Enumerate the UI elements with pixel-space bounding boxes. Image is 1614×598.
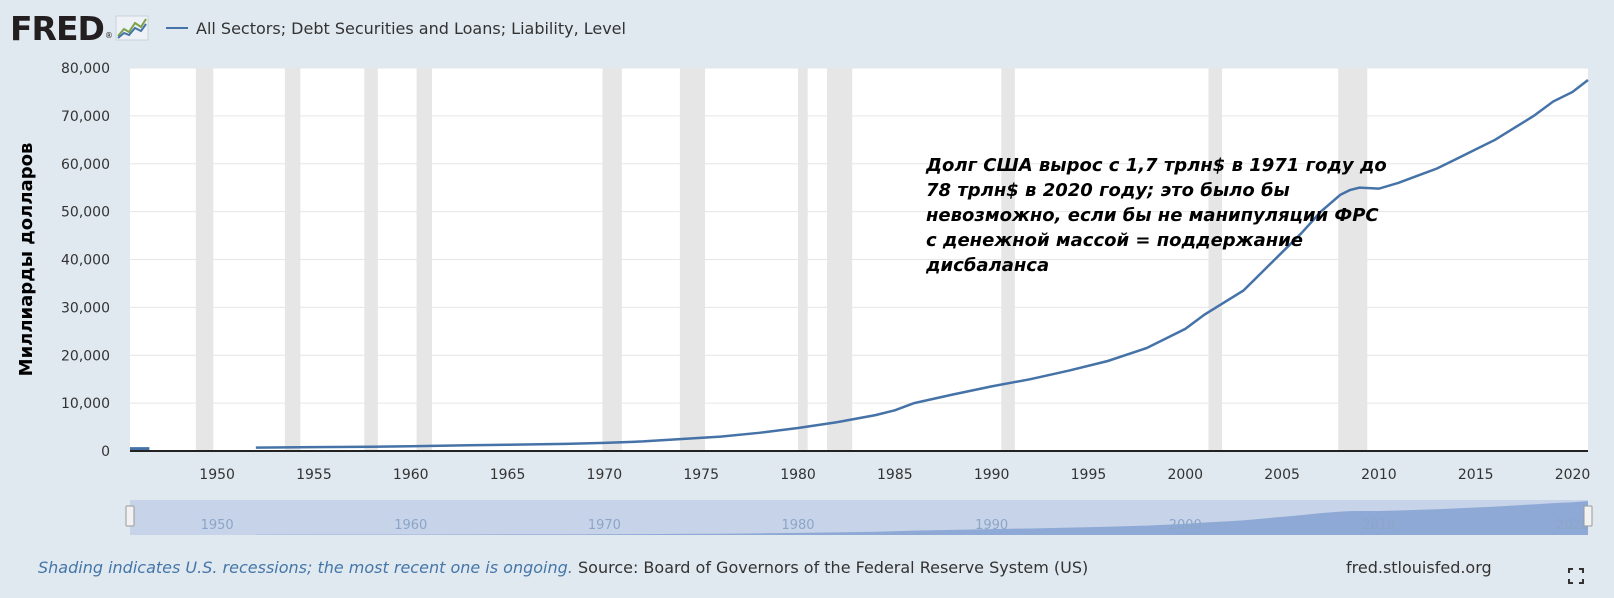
y-tick-label: 80,000 <box>61 61 110 77</box>
y-axis-title: Миллиарды долларов <box>16 143 37 377</box>
x-tick-label: 1955 <box>296 467 332 483</box>
fullscreen-icon[interactable] <box>1568 568 1584 584</box>
x-tick-label: 1975 <box>683 467 719 483</box>
y-tick-label: 10,000 <box>61 396 110 412</box>
navigator-tick-label: 2020 <box>1556 518 1589 533</box>
fred-url-link[interactable]: fred.stlouisfed.org <box>1346 558 1492 577</box>
navigator-tick-label: 1990 <box>975 518 1008 533</box>
fred-logo[interactable]: FRED ® <box>10 8 149 48</box>
x-tick-label: 1990 <box>974 467 1010 483</box>
x-tick-label: 1960 <box>393 467 429 483</box>
fred-graph-icon <box>115 15 149 41</box>
legend-label: All Sectors; Debt Securities and Loans; … <box>196 18 626 38</box>
y-tick-label: 50,000 <box>61 205 110 221</box>
navigator-tick-label: 1950 <box>201 518 234 533</box>
chart-legend[interactable]: All Sectors; Debt Securities and Loans; … <box>166 16 626 40</box>
y-tick-label: 20,000 <box>61 348 110 364</box>
navigator-tick-label: 1980 <box>781 518 814 533</box>
x-tick-label: 2000 <box>1167 467 1203 483</box>
x-tick-label: 1985 <box>877 467 913 483</box>
legend-swatch <box>166 27 188 29</box>
x-tick-label: 1950 <box>199 467 235 483</box>
x-tick-label: 1965 <box>490 467 526 483</box>
y-tick-label: 0 <box>101 444 110 460</box>
navigator-area <box>255 501 1588 535</box>
recession-note: Shading indicates U.S. recessions; the m… <box>38 558 573 577</box>
fred-logo-registered: ® <box>104 31 113 40</box>
y-tick-label: 70,000 <box>61 109 110 125</box>
x-tick-label: 2015 <box>1458 467 1494 483</box>
x-tick-label: 2010 <box>1361 467 1397 483</box>
x-tick-label: 2005 <box>1264 467 1300 483</box>
x-tick-label: 1995 <box>1071 467 1107 483</box>
x-tick-label: 2020 <box>1555 467 1591 483</box>
y-tick-label: 30,000 <box>61 300 110 316</box>
source-text: Source: Board of Governors of the Federa… <box>578 558 1089 577</box>
navigator-tick-label: 1970 <box>588 518 621 533</box>
y-tick-label: 40,000 <box>61 253 110 269</box>
navigator-tick-label: 1960 <box>394 518 427 533</box>
annotation-text: Долг США вырос с 1,7 трлн$ в 1971 году д… <box>926 155 1387 276</box>
navigator-right-handle[interactable] <box>1583 505 1593 527</box>
y-tick-label: 60,000 <box>61 157 110 173</box>
fred-logo-text: FRED <box>10 8 105 48</box>
navigator-left-handle[interactable] <box>125 505 135 527</box>
x-tick-label: 1970 <box>587 467 623 483</box>
navigator-tick-label: 2010 <box>1362 518 1395 533</box>
series-line <box>255 78 1589 449</box>
navigator-tick-label: 2000 <box>1169 518 1202 533</box>
x-tick-label: 1980 <box>780 467 816 483</box>
